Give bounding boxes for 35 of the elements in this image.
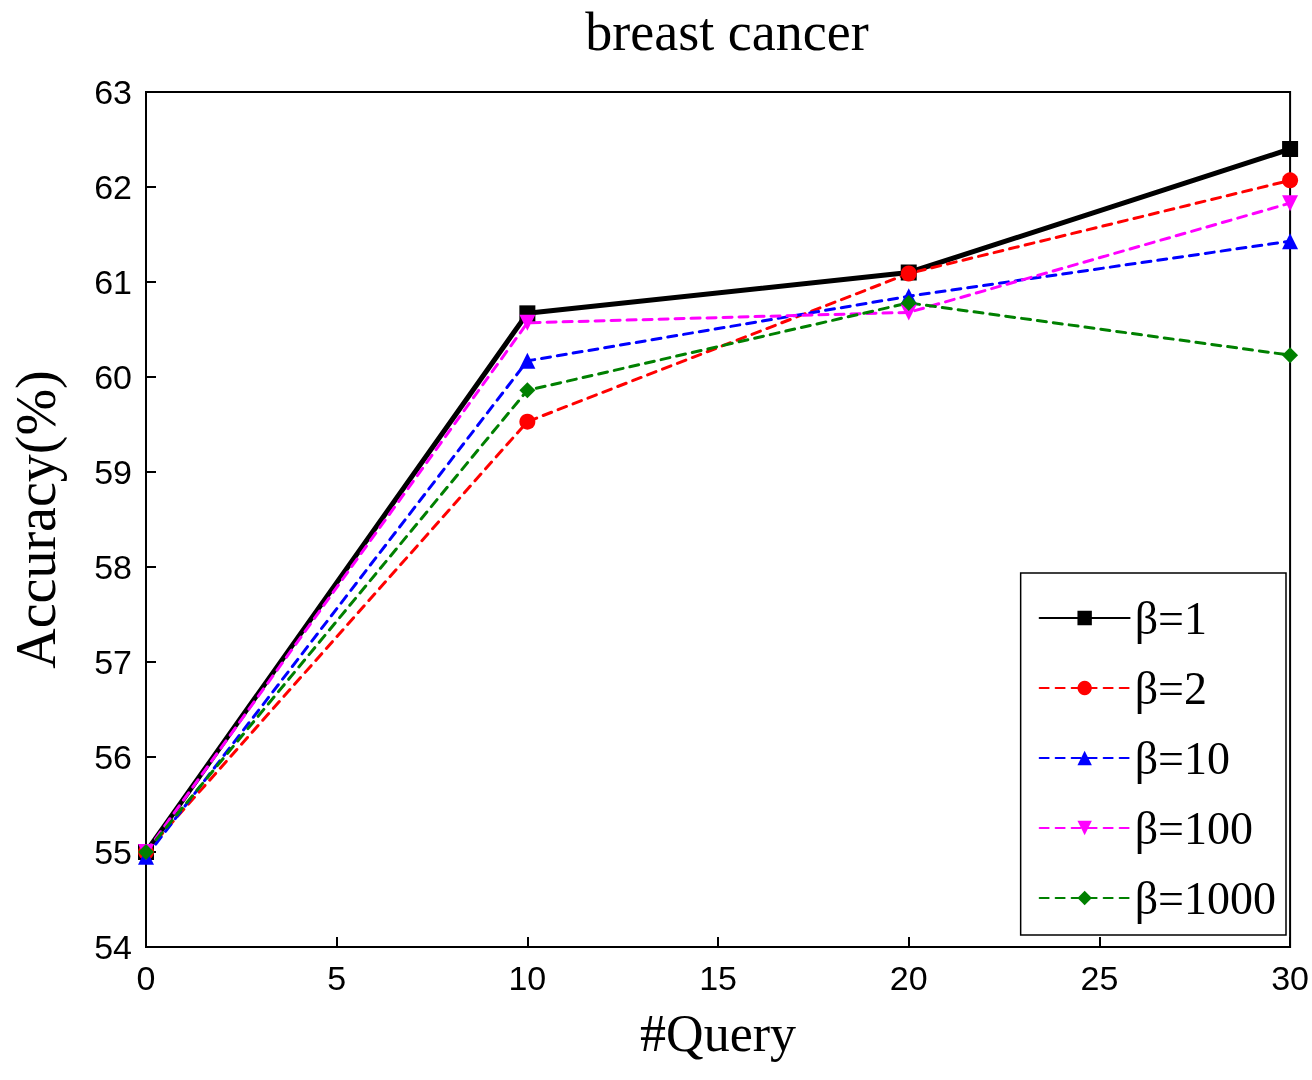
point <box>1282 195 1299 212</box>
point <box>519 413 536 430</box>
y-tick-label: 55 <box>94 833 132 871</box>
point <box>519 382 536 399</box>
point <box>1282 172 1299 189</box>
y-tick-label: 59 <box>94 453 132 491</box>
point <box>519 352 536 369</box>
legend-label: β=1000 <box>1134 872 1277 924</box>
y-tick-label: 56 <box>94 738 132 776</box>
y-tick-label: 61 <box>94 263 132 301</box>
legend-label: β=100 <box>1134 802 1254 854</box>
x-tick-label: 30 <box>1271 959 1309 997</box>
y-tick-label: 58 <box>94 548 132 586</box>
legend-label: β=1 <box>1134 592 1208 644</box>
point <box>900 294 917 311</box>
y-tick-label: 60 <box>94 358 132 396</box>
point <box>1282 141 1299 157</box>
x-axis-title: #Query <box>640 1004 797 1062</box>
legend-label: β=10 <box>1134 732 1231 784</box>
chart-title: breast cancer <box>585 2 869 62</box>
legend-label: β=2 <box>1134 662 1208 714</box>
y-tick-label: 63 <box>94 73 132 111</box>
y-axis-title: Accuracy(%) <box>5 370 68 669</box>
x-tick-label: 10 <box>508 959 547 997</box>
x-tick-label: 20 <box>889 959 928 997</box>
x-tick-label: 0 <box>136 959 156 997</box>
x-tick-label: 15 <box>699 959 737 997</box>
x-tick-label: 25 <box>1080 959 1119 997</box>
y-tick-label: 57 <box>94 643 132 681</box>
y-tick-label: 62 <box>94 168 132 206</box>
point <box>519 314 536 331</box>
y-tick-label: 54 <box>94 928 132 966</box>
point <box>1282 347 1299 364</box>
point <box>1282 233 1299 250</box>
x-tick-label: 5 <box>327 959 347 997</box>
